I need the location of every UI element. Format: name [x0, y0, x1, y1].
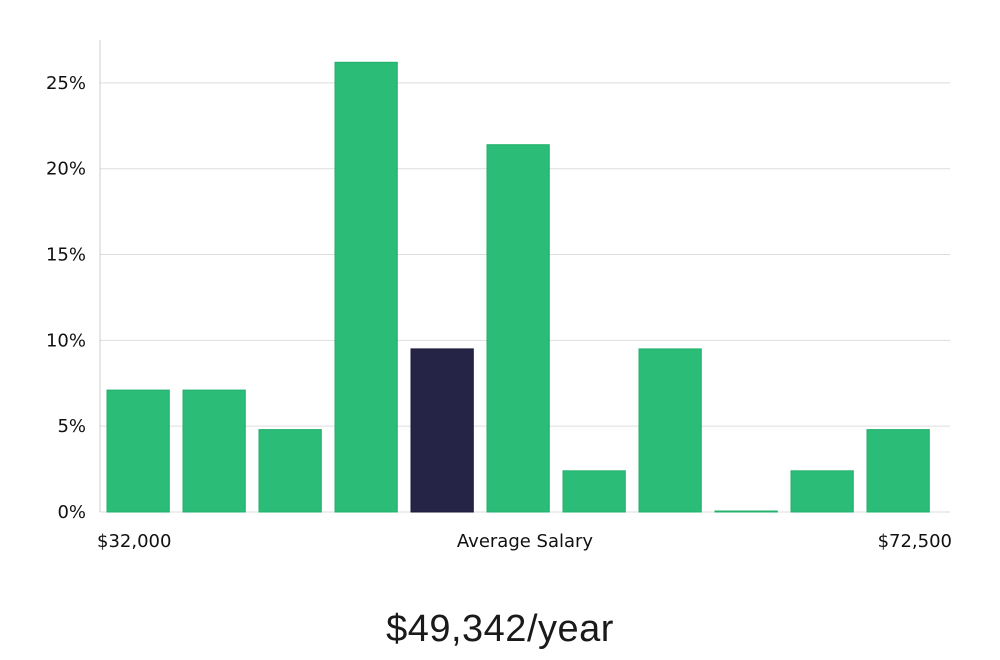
x-axis-title: Average Salary [457, 531, 594, 552]
y-tick-labels: 0% 5% 10% 15% 20% 25% [46, 73, 86, 523]
y-tick-label: 15% [46, 245, 86, 266]
x-label-max: $72,500 [878, 531, 952, 552]
bar [866, 429, 930, 513]
bar [638, 348, 702, 513]
bar [790, 470, 854, 513]
bar [562, 470, 626, 513]
bars-layer [106, 61, 930, 513]
average-salary-value: $49,342/year [386, 608, 614, 650]
y-tick-label: 5% [57, 416, 86, 437]
bar-highlighted [410, 348, 474, 513]
bar [714, 510, 778, 513]
bar [334, 61, 398, 513]
x-label-min: $32,000 [97, 531, 171, 552]
y-tick-label: 0% [57, 502, 86, 523]
bar [258, 429, 322, 513]
salary-histogram-chart: 0%5%10%15%20%25% $32,000 Average Salary … [46, 40, 952, 552]
y-tick-label: 20% [46, 159, 86, 180]
bar [182, 389, 246, 513]
bar [106, 389, 170, 513]
y-tick-label: 10% [46, 330, 86, 351]
bar [486, 144, 550, 513]
y-tick-label: 25% [46, 73, 86, 94]
